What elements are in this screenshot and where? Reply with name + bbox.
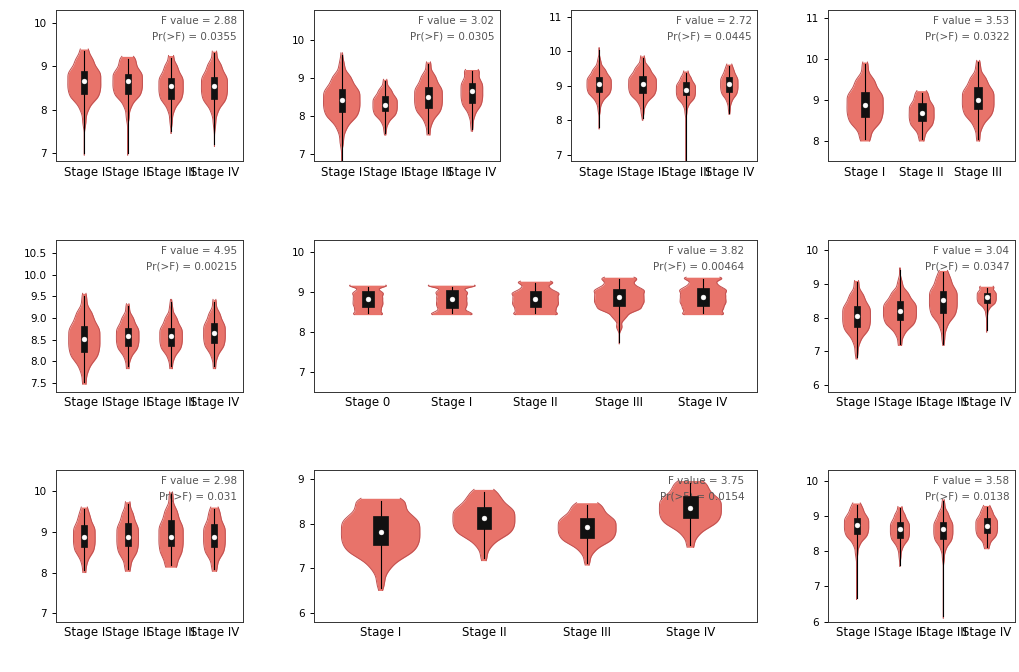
Bar — [639, 76, 645, 93]
Text: F value = 3.58: F value = 3.58 — [932, 476, 1009, 487]
Bar — [382, 96, 388, 112]
Bar — [124, 327, 130, 346]
Text: F value = 3.75: F value = 3.75 — [667, 476, 744, 487]
Bar — [696, 288, 708, 306]
Text: F value = 3.04: F value = 3.04 — [932, 246, 1009, 256]
Bar — [940, 291, 946, 313]
Bar — [469, 83, 475, 103]
Text: Pr(>F) = 0.0355: Pr(>F) = 0.0355 — [152, 32, 236, 41]
Text: Pr(>F) = 0.0347: Pr(>F) = 0.0347 — [924, 261, 1009, 271]
Bar — [853, 517, 859, 534]
Bar — [529, 291, 541, 307]
Text: F value = 3.02: F value = 3.02 — [418, 16, 494, 26]
Text: F value = 4.95: F value = 4.95 — [161, 246, 236, 256]
Text: F value = 2.72: F value = 2.72 — [676, 16, 751, 26]
Bar — [973, 87, 981, 109]
Bar — [917, 103, 924, 122]
Text: F value = 2.98: F value = 2.98 — [161, 476, 236, 487]
Bar — [168, 327, 174, 346]
Bar — [940, 522, 946, 539]
Bar — [853, 306, 859, 327]
Bar — [211, 323, 217, 343]
Bar — [82, 526, 88, 547]
Bar — [580, 518, 594, 538]
Bar — [682, 83, 688, 95]
Text: Pr(>F) = 0.0154: Pr(>F) = 0.0154 — [659, 491, 744, 501]
Bar — [896, 522, 902, 538]
Text: Pr(>F) = 0.00215: Pr(>F) = 0.00215 — [146, 261, 236, 271]
Bar — [476, 507, 490, 529]
Bar — [612, 289, 625, 306]
Bar — [683, 496, 697, 518]
Text: Pr(>F) = 0.031: Pr(>F) = 0.031 — [159, 491, 236, 501]
Bar — [82, 326, 88, 351]
Bar — [124, 74, 130, 94]
Bar — [211, 524, 217, 547]
Bar — [168, 79, 174, 99]
Bar — [168, 520, 174, 546]
Bar — [726, 77, 732, 92]
Text: F value = 3.53: F value = 3.53 — [932, 16, 1009, 26]
Bar — [982, 293, 988, 303]
Text: F value = 3.82: F value = 3.82 — [667, 246, 744, 256]
Bar — [82, 71, 88, 94]
Bar — [362, 291, 374, 307]
Bar — [445, 290, 458, 308]
Text: F value = 2.88: F value = 2.88 — [161, 16, 236, 26]
Bar — [338, 89, 344, 112]
Bar — [211, 77, 217, 99]
Bar — [896, 301, 902, 321]
Bar — [373, 515, 387, 545]
Bar — [425, 87, 431, 108]
Bar — [860, 92, 868, 117]
Text: Pr(>F) = 0.0445: Pr(>F) = 0.0445 — [666, 32, 751, 41]
Text: Pr(>F) = 0.0322: Pr(>F) = 0.0322 — [924, 32, 1009, 41]
Bar — [982, 517, 988, 533]
Text: Pr(>F) = 0.00464: Pr(>F) = 0.00464 — [652, 261, 744, 271]
Bar — [595, 77, 601, 92]
Text: Pr(>F) = 0.0138: Pr(>F) = 0.0138 — [924, 491, 1009, 501]
Bar — [124, 523, 130, 546]
Text: Pr(>F) = 0.0305: Pr(>F) = 0.0305 — [410, 32, 494, 41]
